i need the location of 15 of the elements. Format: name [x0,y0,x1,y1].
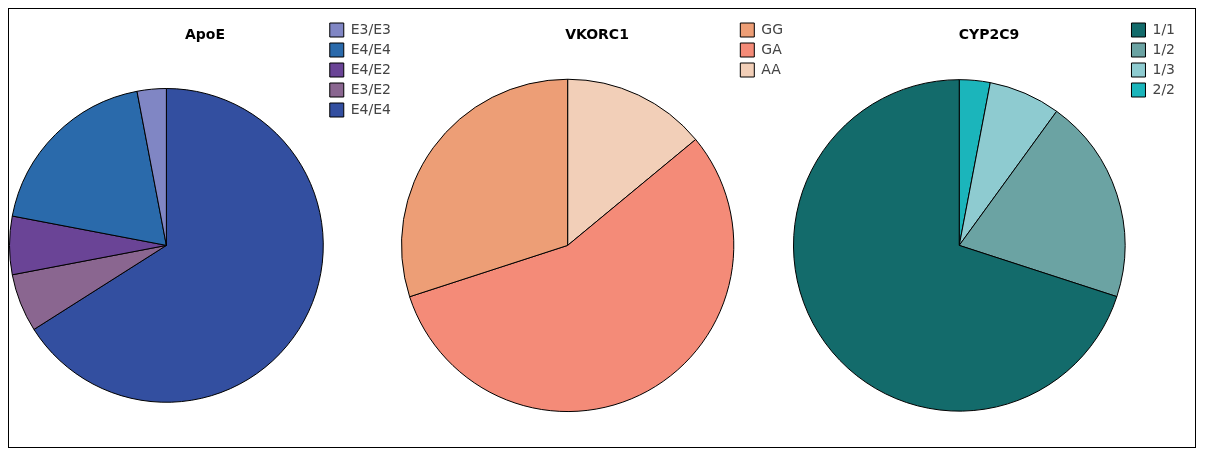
legend-label: 1/3 [1152,60,1175,77]
legend-label: E3/E3 [350,20,392,37]
legend-label: E4/E4 [350,100,392,117]
legend-label: 1/2 [1152,40,1175,57]
legend-label: AA [761,60,782,77]
legend-label: E4/E4 [350,40,392,57]
chart-title: ApoE [184,26,226,43]
legend-label: 1/1 [1152,20,1175,37]
chart-title: VKORC1 [565,26,629,43]
legend-label: GG [761,20,784,37]
legend-label: GA [761,40,783,57]
legend-label: 2/2 [1152,80,1175,97]
legend-label: E4/E2 [350,60,392,77]
legend-label: E3/E2 [350,80,392,97]
chart-title: CYP2C9 [958,26,1020,43]
